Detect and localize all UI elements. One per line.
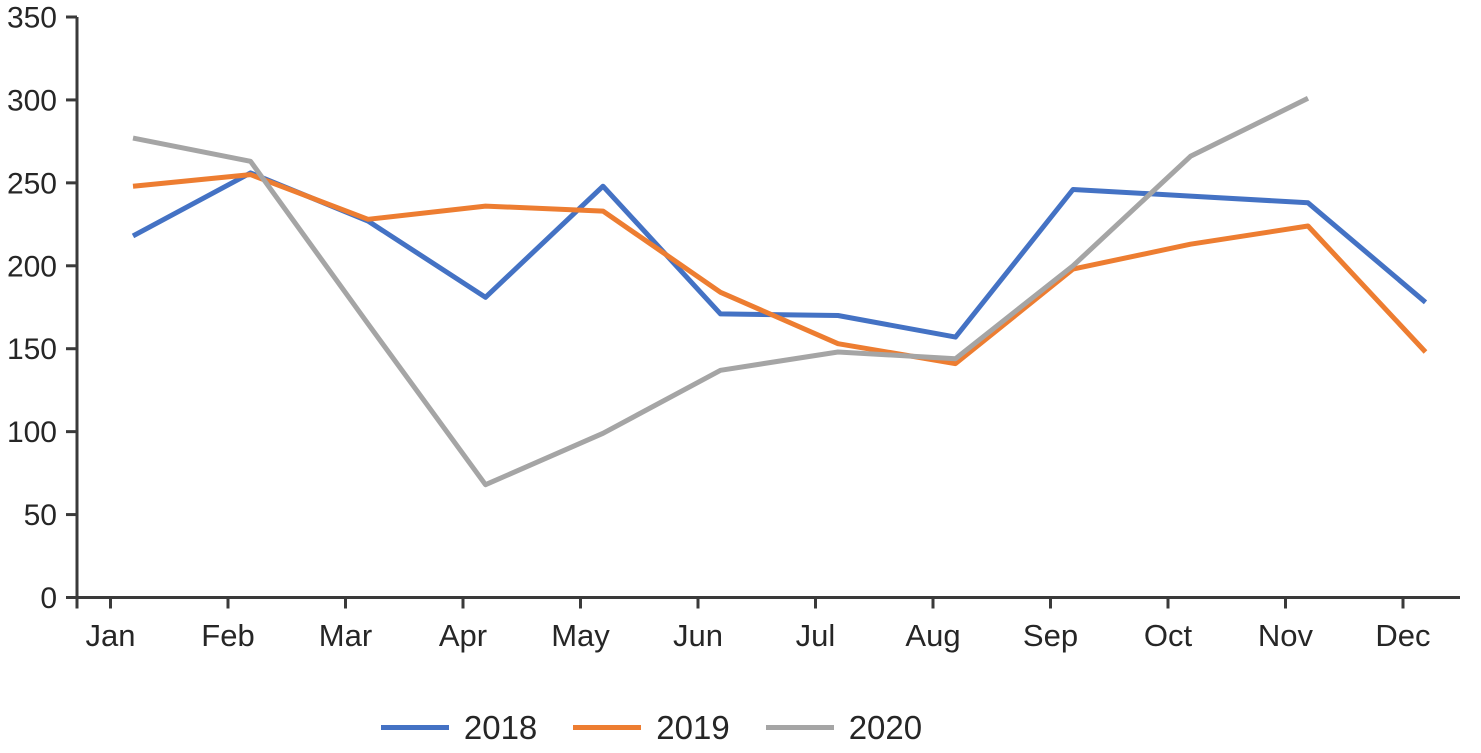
y-tick-label: 300: [7, 84, 57, 117]
legend: 2018 2019 2020: [0, 702, 1481, 752]
legend-item-2020: 2020: [765, 708, 923, 746]
y-tick-label: 150: [7, 333, 57, 366]
x-axis-label: Oct: [1144, 618, 1193, 653]
y-tick-label: 200: [7, 250, 57, 283]
x-axis-label: Sep: [1023, 618, 1078, 653]
x-axis-label: May: [551, 618, 610, 653]
x-axis-label: Jan: [86, 618, 136, 653]
series-line-2019: [132, 172, 1428, 367]
x-axis-label: Apr: [439, 618, 487, 653]
legend-swatch-2019: [573, 724, 642, 730]
legend-label: 2019: [656, 708, 730, 746]
line-chart: 0 50 100 150 200 250 300 350 Jan Feb Mar Apr May Jun J…: [7, 2, 1460, 653]
y-tick-label: 350: [7, 2, 57, 35]
x-axis-label: Feb: [201, 618, 254, 653]
x-axis-label: Jun: [673, 618, 723, 653]
legend-label: 2020: [848, 708, 923, 746]
legend-item-2019: 2019: [573, 708, 730, 746]
x-axis-label: Aug: [905, 618, 960, 653]
y-tick-label: 100: [7, 416, 57, 449]
legend-swatch-2020: [765, 724, 834, 730]
y-tick-label: 0: [40, 582, 57, 615]
series-line-2020: [132, 96, 1310, 488]
y-tick-label: 250: [7, 167, 57, 200]
x-axis-label: Jul: [796, 618, 836, 653]
axis-lines: [75, 17, 1460, 599]
x-axis-label: Dec: [1375, 618, 1430, 653]
x-axis-label: Nov: [1258, 618, 1314, 653]
legend-label: 2018: [463, 708, 538, 746]
y-tick-label: 50: [24, 499, 57, 532]
series-line-2018: [131, 170, 1428, 340]
legend-swatch-2018: [380, 724, 449, 730]
x-axis-label: Mar: [319, 618, 372, 653]
legend-item-2018: 2018: [380, 708, 538, 746]
